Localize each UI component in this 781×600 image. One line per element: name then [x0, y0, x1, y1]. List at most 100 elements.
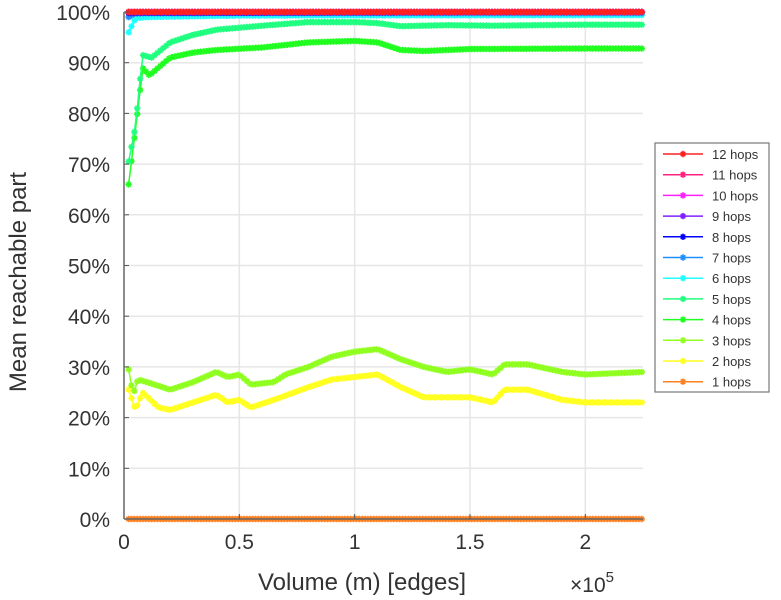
data-point — [128, 23, 135, 30]
data-point — [540, 391, 548, 398]
data-point — [131, 134, 138, 142]
data-point — [410, 360, 418, 367]
x-tick-label: 0.5 — [225, 531, 254, 554]
data-point — [154, 403, 161, 410]
legend-item: 10 hops — [663, 188, 759, 203]
series-5-hops — [125, 18, 646, 165]
data-point — [183, 381, 190, 388]
data-point — [407, 359, 415, 366]
data-point — [410, 389, 418, 397]
data-point — [304, 384, 311, 391]
data-point — [154, 49, 161, 57]
data-point — [171, 405, 178, 412]
legend-item: 4 hops — [663, 313, 752, 328]
data-point — [188, 379, 196, 386]
legend-marker-icon — [679, 254, 687, 261]
legend-label: 10 hops — [712, 188, 759, 203]
data-point — [157, 62, 164, 70]
legend-item: 2 hops — [663, 354, 752, 369]
data-point — [139, 65, 147, 72]
data-point — [405, 358, 412, 365]
legend-marker-icon — [679, 212, 687, 220]
data-point — [258, 400, 265, 408]
data-point — [151, 381, 158, 388]
data-point — [491, 397, 498, 404]
data-point — [191, 378, 199, 385]
legend-item: 8 hops — [663, 230, 752, 245]
data-point — [379, 347, 386, 355]
data-point — [142, 378, 150, 385]
data-point — [206, 393, 213, 401]
data-point — [549, 393, 556, 401]
data-point — [151, 52, 158, 59]
data-point — [177, 403, 184, 410]
x-multiplier-base: ×10 — [570, 574, 606, 597]
data-point — [200, 395, 207, 403]
data-point — [145, 395, 152, 402]
data-point — [194, 397, 202, 405]
data-point — [286, 390, 294, 398]
data-point — [200, 374, 207, 381]
data-point — [162, 385, 170, 392]
data-point — [145, 71, 152, 78]
data-point — [157, 47, 164, 54]
data-point — [382, 349, 389, 356]
data-point — [128, 394, 135, 402]
data-point — [214, 392, 222, 400]
y-tick-label: 30% — [68, 357, 110, 380]
legend-label: 6 hops — [712, 271, 752, 286]
legend-label: 1 hops — [712, 375, 752, 390]
data-point — [278, 393, 285, 401]
data-point — [168, 385, 176, 393]
data-point — [237, 372, 245, 380]
data-point — [526, 387, 533, 394]
y-tick-label: 100% — [56, 2, 110, 25]
legend-label: 9 hops — [712, 209, 752, 224]
legend-marker-icon — [679, 150, 687, 158]
data-point — [171, 37, 178, 45]
data-point — [275, 375, 282, 383]
series-3-hops — [125, 346, 646, 395]
axes: 0% 10% 20% 30% 40% 50% 60% 70% 80% 90% 100% 0 0.5 1 1.… — [56, 2, 643, 554]
data-point — [318, 379, 325, 387]
legend-marker-icon — [679, 171, 687, 178]
legend-item: 7 hops — [663, 251, 752, 266]
x-tick-label: 1 — [349, 531, 361, 554]
data-point — [174, 384, 181, 391]
data-point — [292, 388, 300, 396]
data-point — [405, 387, 412, 394]
data-point — [136, 75, 144, 82]
data-point — [304, 364, 311, 371]
data-point — [488, 398, 496, 406]
data-point — [162, 57, 170, 65]
data-point — [555, 395, 562, 402]
data-point — [148, 380, 155, 387]
data-point — [183, 401, 190, 408]
data-point — [174, 404, 181, 411]
data-point — [165, 40, 173, 47]
data-point — [128, 382, 135, 389]
data-point — [292, 367, 300, 375]
data-point — [382, 41, 389, 49]
legend-item: 6 hops — [663, 271, 752, 286]
data-point — [387, 351, 395, 359]
data-point — [128, 143, 135, 150]
data-point — [301, 365, 308, 372]
data-point — [206, 371, 213, 379]
data-point — [416, 362, 424, 369]
legend-label: 3 hops — [712, 333, 752, 348]
legend-label: 8 hops — [712, 230, 752, 245]
legend-box — [654, 142, 770, 393]
data-point — [638, 368, 646, 376]
data-point — [209, 370, 216, 377]
y-tick-label: 20% — [68, 408, 110, 431]
data-point — [390, 380, 398, 387]
data-point — [546, 392, 553, 400]
data-point — [638, 399, 646, 406]
data-point — [309, 382, 317, 389]
data-point — [151, 400, 158, 407]
data-point — [376, 372, 383, 379]
legend-marker-icon — [679, 233, 687, 240]
data-point — [318, 357, 325, 365]
data-point — [188, 399, 196, 406]
